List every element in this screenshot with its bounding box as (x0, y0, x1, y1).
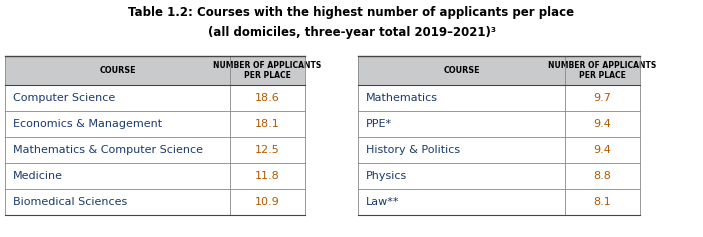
Text: NUMBER OF APPLICANTS
PER PLACE: NUMBER OF APPLICANTS PER PLACE (214, 61, 322, 80)
Text: Mathematics & Computer Science: Mathematics & Computer Science (13, 145, 203, 155)
Text: 9.4: 9.4 (593, 145, 612, 155)
Text: COURSE: COURSE (444, 66, 479, 75)
Text: 12.5: 12.5 (255, 145, 280, 155)
Text: Economics & Management: Economics & Management (13, 119, 162, 129)
Text: Mathematics: Mathematics (366, 93, 438, 103)
Text: History & Politics: History & Politics (366, 145, 460, 155)
Text: 9.4: 9.4 (593, 119, 612, 129)
Text: 9.7: 9.7 (593, 93, 612, 103)
Text: Computer Science: Computer Science (13, 93, 115, 103)
Text: Medicine: Medicine (13, 171, 63, 181)
Text: 11.8: 11.8 (255, 171, 280, 181)
Text: Physics: Physics (366, 171, 407, 181)
Text: 10.9: 10.9 (255, 197, 280, 207)
Bar (358, 56, 640, 85)
Text: 18.6: 18.6 (255, 93, 280, 103)
Text: Law**: Law** (366, 197, 399, 207)
Text: Biomedical Sciences: Biomedical Sciences (13, 197, 127, 207)
Text: COURSE: COURSE (99, 66, 136, 75)
Text: 8.8: 8.8 (593, 171, 612, 181)
Bar (5, 56, 305, 85)
Text: 18.1: 18.1 (255, 119, 280, 129)
Text: Table 1.2: Courses with the highest number of applicants per place: Table 1.2: Courses with the highest numb… (129, 5, 574, 18)
Text: NUMBER OF APPLICANTS
PER PLACE: NUMBER OF APPLICANTS PER PLACE (548, 61, 657, 80)
Text: PPE*: PPE* (366, 119, 392, 129)
Text: 8.1: 8.1 (593, 197, 612, 207)
Text: (all domiciles, three-year total 2019–2021)³: (all domiciles, three-year total 2019–20… (207, 26, 496, 38)
